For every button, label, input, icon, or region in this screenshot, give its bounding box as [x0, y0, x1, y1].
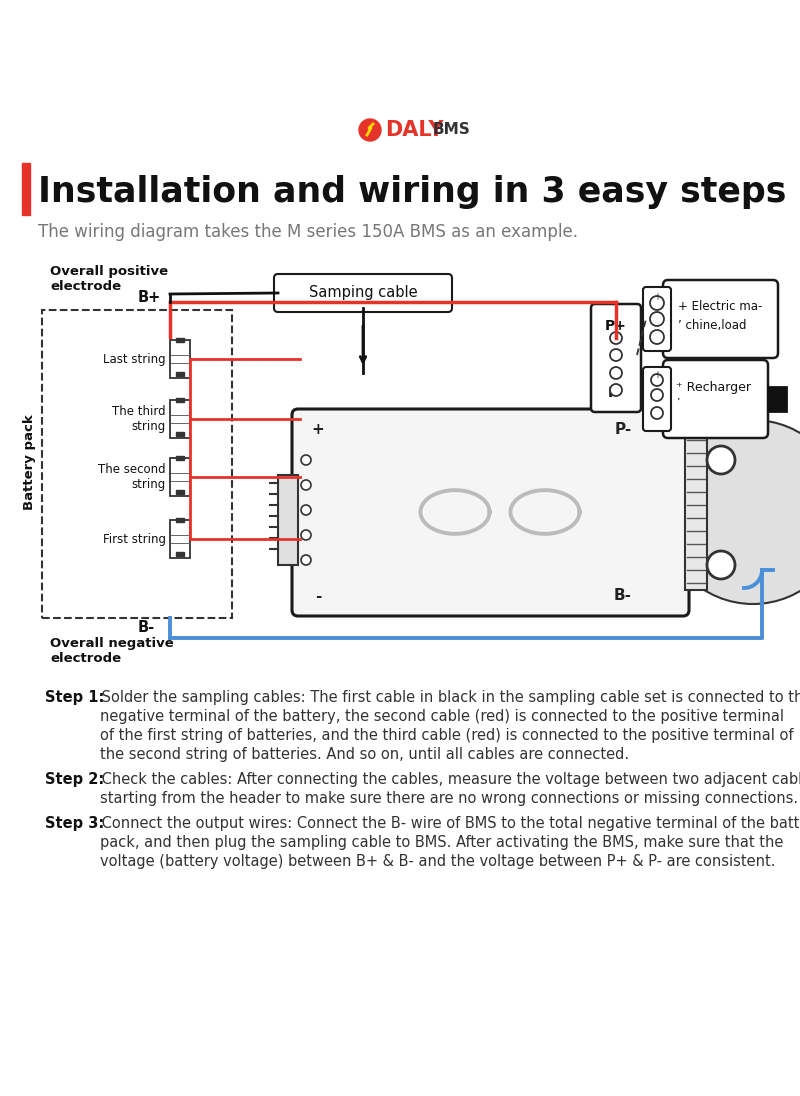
- Text: ’: ’: [676, 398, 679, 408]
- Text: P+: P+: [605, 319, 627, 333]
- Text: Check the cables: After connecting the cables, measure the voltage between two a: Check the cables: After connecting the c…: [97, 772, 800, 787]
- FancyBboxPatch shape: [643, 367, 671, 431]
- Bar: [170, 400, 190, 438]
- Circle shape: [651, 389, 663, 401]
- Bar: [176, 490, 184, 494]
- Text: +: +: [312, 422, 324, 436]
- Text: Battery pack: Battery pack: [22, 414, 35, 510]
- Text: pack, and then plug the sampling cable to BMS. After activating the BMS, make su: pack, and then plug the sampling cable t…: [100, 835, 783, 850]
- Circle shape: [707, 446, 735, 473]
- Text: +: +: [653, 370, 661, 380]
- Text: electrode: electrode: [50, 651, 121, 664]
- Bar: [170, 340, 190, 378]
- Text: starting from the header to make sure there are no wrong connections or missing : starting from the header to make sure th…: [100, 791, 798, 806]
- Bar: [170, 520, 190, 558]
- Text: Overall positive: Overall positive: [50, 265, 168, 278]
- Text: Step 1:: Step 1:: [45, 690, 104, 705]
- Text: Last string: Last string: [103, 353, 166, 365]
- Text: Solder the sampling cables: The first cable in black in the sampling cable set i: Solder the sampling cables: The first ca…: [97, 690, 800, 705]
- Circle shape: [651, 374, 663, 386]
- Circle shape: [301, 530, 311, 540]
- Circle shape: [610, 332, 622, 344]
- Text: of the first string of batteries, and the third cable (red) is connected to the : of the first string of batteries, and th…: [100, 728, 794, 743]
- Circle shape: [650, 330, 664, 344]
- Text: The third
string: The third string: [112, 406, 166, 433]
- Bar: [176, 456, 184, 460]
- Circle shape: [610, 367, 622, 379]
- Text: DALY: DALY: [385, 119, 443, 140]
- Text: P-: P-: [608, 386, 624, 400]
- Text: Step 2:: Step 2:: [45, 772, 104, 787]
- Circle shape: [651, 407, 663, 419]
- Text: B+: B+: [138, 290, 162, 306]
- Text: BMS: BMS: [433, 123, 470, 137]
- FancyBboxPatch shape: [663, 359, 768, 438]
- Text: Overall negative: Overall negative: [50, 637, 174, 650]
- Text: voltage (battery voltage) between B+ & B- and the voltage between P+ & P- are co: voltage (battery voltage) between B+ & B…: [100, 854, 775, 869]
- Circle shape: [707, 551, 735, 579]
- Text: First string: First string: [103, 533, 166, 546]
- Text: B-: B-: [138, 620, 155, 636]
- Text: Installation and wiring in 3 easy steps: Installation and wiring in 3 easy steps: [38, 175, 786, 209]
- Text: B-: B-: [614, 589, 632, 604]
- Bar: [176, 552, 184, 556]
- Text: ’ chine,load: ’ chine,load: [678, 319, 746, 331]
- Circle shape: [301, 455, 311, 465]
- Text: ⁺ Recharger: ⁺ Recharger: [676, 380, 751, 393]
- Text: Step 3:: Step 3:: [45, 817, 104, 831]
- FancyBboxPatch shape: [663, 279, 778, 358]
- Bar: [176, 338, 184, 342]
- Bar: [278, 475, 298, 566]
- Text: The wiring diagram takes the M series 150A BMS as an example.: The wiring diagram takes the M series 15…: [38, 222, 578, 241]
- Circle shape: [650, 296, 664, 310]
- Text: electrode: electrode: [50, 281, 121, 294]
- Circle shape: [610, 384, 622, 396]
- Circle shape: [661, 420, 800, 604]
- FancyBboxPatch shape: [274, 274, 452, 312]
- Text: -: -: [315, 589, 321, 604]
- Circle shape: [301, 480, 311, 490]
- Bar: [176, 518, 184, 522]
- Text: Samping cable: Samping cable: [309, 285, 418, 300]
- Text: P-: P-: [614, 422, 632, 436]
- Bar: [22, 163, 30, 215]
- Bar: [170, 458, 190, 496]
- FancyBboxPatch shape: [643, 287, 671, 351]
- Circle shape: [610, 349, 622, 361]
- Circle shape: [359, 119, 381, 141]
- Circle shape: [650, 312, 664, 326]
- Bar: [176, 398, 184, 402]
- Text: +: +: [653, 292, 661, 302]
- Text: Connect the output wires: Connect the B- wire of BMS to the total negative termi: Connect the output wires: Connect the B-…: [97, 817, 800, 831]
- Text: The second
string: The second string: [98, 463, 166, 491]
- Text: + Electric ma-: + Electric ma-: [678, 300, 762, 313]
- Bar: [176, 372, 184, 376]
- Bar: [176, 432, 184, 436]
- FancyBboxPatch shape: [292, 409, 689, 616]
- Circle shape: [301, 505, 311, 515]
- Bar: [685, 435, 707, 590]
- Text: the second string of batteries. And so on, until all cables are connected.: the second string of batteries. And so o…: [100, 747, 629, 762]
- Text: negative terminal of the battery, the second cable (red) is connected to the pos: negative terminal of the battery, the se…: [100, 709, 784, 724]
- Bar: [768, 387, 786, 411]
- FancyBboxPatch shape: [591, 304, 641, 412]
- Circle shape: [301, 555, 311, 566]
